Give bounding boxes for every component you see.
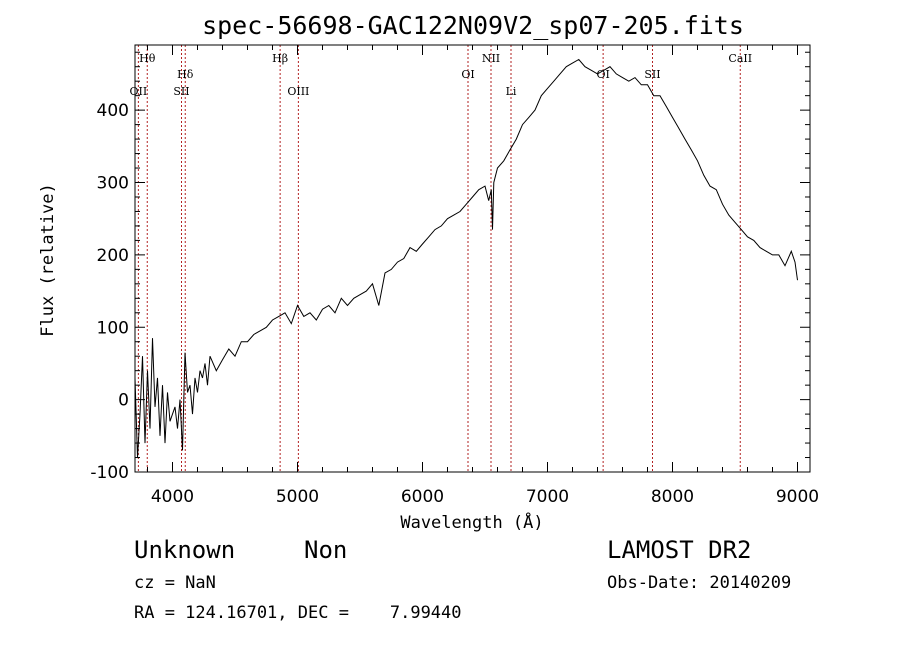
x-tick-label: 7000 (526, 487, 569, 507)
y-tick-label: 400 (97, 101, 129, 121)
line-marker-label: OI (596, 68, 609, 81)
line-marker-label: CaII (728, 52, 752, 65)
x-tick-label: 6000 (401, 487, 444, 507)
chart-title: spec-56698-GAC122N09V2_sp07-205.fits (202, 11, 744, 40)
x-tick-label: 4000 (151, 487, 194, 507)
x-tick-label: 8000 (651, 487, 694, 507)
x-tick-label: 5000 (276, 487, 319, 507)
line-marker-label: Hθ (139, 52, 156, 65)
y-tick-label: -100 (90, 463, 129, 483)
y-tick-label: 0 (118, 391, 129, 411)
x-axis-label: Wavelength (Å) (400, 511, 543, 533)
y-tick-label: 300 (97, 174, 129, 194)
line-marker-label: OI (461, 68, 474, 81)
spectrum-chart: spec-56698-GAC122N09V2_sp07-205.fits Wav… (38, 11, 819, 533)
y-tick-label: 200 (97, 246, 129, 266)
spectrum-line (134, 58, 798, 458)
redshift-cz: cz = NaN (134, 573, 216, 593)
line-marker-label: Hδ (177, 68, 194, 81)
line-marker-label: SII (644, 68, 660, 81)
survey-name: LAMOST DR2 (607, 536, 752, 564)
y-tick-label: 100 (97, 318, 129, 338)
line-marker-label: NII (482, 52, 500, 65)
line-marker-label: SII (173, 85, 189, 98)
line-marker-label: Li (506, 85, 517, 98)
x-tick-label: 9000 (776, 487, 819, 507)
line-marker-label: Hβ (272, 52, 288, 65)
line-marker-label: OIII (287, 85, 309, 98)
object-subclass: Non (304, 536, 348, 564)
observation-date: Obs-Date: 20140209 (607, 573, 792, 593)
line-marker-label: OII (130, 85, 148, 98)
object-class: Unknown (134, 536, 236, 564)
plot-frame (134, 44, 811, 473)
y-axis-label: Flux (relative) (38, 183, 58, 337)
ra-dec-coordinates: RA = 124.16701, DEC = 7.99440 (134, 603, 462, 623)
